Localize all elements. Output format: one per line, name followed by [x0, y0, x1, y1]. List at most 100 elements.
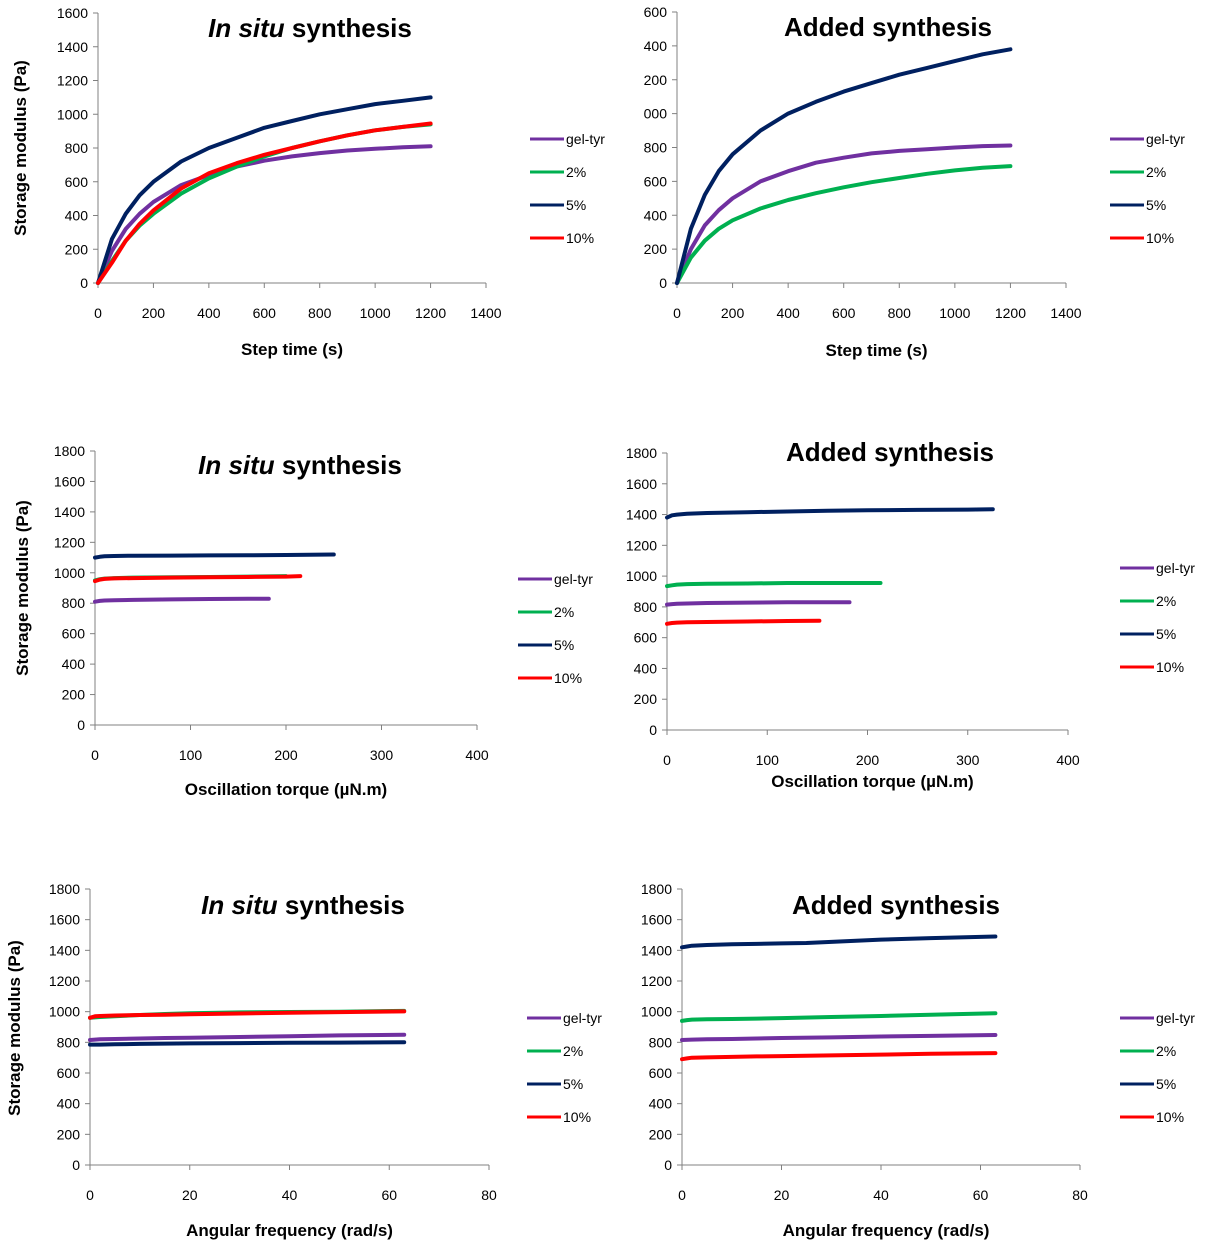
legend-label-5pct: 5%: [566, 197, 586, 213]
x-tick-label: 100: [756, 752, 780, 768]
legend-label-gel-tyr: gel-tyr: [1156, 1010, 1195, 1026]
y-tick-label: 1600: [641, 912, 672, 928]
series-line-gel-tyr: [675, 143, 1013, 285]
x-tick-label: 800: [308, 305, 332, 321]
legend-label-10pct: 10%: [563, 1109, 591, 1125]
y-tick-label: 1200: [54, 534, 85, 550]
series-line-2pct: [665, 581, 883, 589]
series-line-gel-tyr: [93, 596, 271, 604]
y-tick-label: 1000: [641, 1004, 672, 1020]
series-line-2pct: [675, 164, 1013, 285]
chart-panel-3: 0 200 400 600 800 1000 1200 1400 1600 1800 0 100 200…: [626, 437, 1195, 791]
legend-label-5pct: 5%: [554, 637, 574, 653]
x-tick-label: 20: [774, 1187, 790, 1203]
y-tick-label: 600: [649, 1065, 673, 1081]
y-tick-label: 1600: [49, 912, 80, 928]
series-line-10pct: [680, 1051, 998, 1062]
y-tick-label: 1000: [57, 106, 88, 122]
y-tick-label: 800: [65, 140, 89, 156]
x-tick-label: 1000: [939, 305, 970, 321]
y-tick-label: 1000: [626, 568, 657, 584]
y-tick-label: 1200: [641, 973, 672, 989]
y-tick-label: 200: [644, 241, 668, 257]
chart-title: In situ synthesis: [201, 890, 405, 920]
y-tick-label: 600: [644, 4, 668, 20]
x-axis-label: Step time (s): [241, 340, 343, 359]
x-tick-label: 1400: [1050, 305, 1081, 321]
y-tick-label: 1400: [57, 39, 88, 55]
y-tick-label: 1400: [49, 942, 80, 958]
x-tick-label: 400: [776, 305, 800, 321]
x-tick-label: 40: [282, 1187, 298, 1203]
y-tick-label: 1600: [626, 476, 657, 492]
y-tick-label: 400: [644, 207, 668, 223]
y-tick-label: 200: [634, 691, 658, 707]
y-tick-label: 400: [65, 208, 89, 224]
legend-label-10pct: 10%: [566, 230, 594, 246]
chart-title: Added synthesis: [786, 437, 994, 467]
x-tick-label: 200: [856, 752, 880, 768]
y-tick-label: 1000: [49, 1004, 80, 1020]
series-line-5pct: [675, 47, 1013, 285]
y-tick-label: 1600: [54, 473, 85, 489]
x-axis-label: Angular frequency (rad/s): [186, 1221, 393, 1240]
x-tick-label: 1400: [470, 305, 501, 321]
legend-label-10pct: 10%: [1156, 659, 1184, 675]
chart-panel-4: 0 200 400 600 800 1000 1200 1400 1600 1800 0 20 40 60…: [5, 881, 602, 1240]
x-tick-label: 800: [888, 305, 912, 321]
chart-title: In situ synthesis: [198, 450, 402, 480]
y-tick-label: 200: [65, 241, 89, 257]
y-tick-label: 1200: [57, 73, 88, 89]
x-tick-label: 100: [179, 747, 203, 763]
y-tick-label: 1800: [54, 443, 85, 459]
y-tick-label: 1000: [54, 565, 85, 581]
y-tick-label: 200: [644, 72, 668, 88]
y-tick-label: 800: [62, 595, 86, 611]
x-tick-label: 200: [142, 305, 166, 321]
series-line-10pct: [96, 121, 433, 285]
y-tick-label: 400: [62, 656, 86, 672]
x-tick-label: 1200: [415, 305, 446, 321]
legend-label-5pct: 5%: [1156, 1076, 1176, 1092]
series-line-10pct: [93, 574, 303, 584]
y-tick-label: 1400: [626, 507, 657, 523]
x-tick-label: 200: [721, 305, 745, 321]
y-axis-label: Storage modulus (Pa): [11, 60, 30, 236]
x-tick-label: 200: [274, 747, 298, 763]
legend-label-5pct: 5%: [1156, 626, 1176, 642]
series-line-10pct: [665, 618, 822, 626]
y-tick-label: 400: [57, 1096, 81, 1112]
y-tick-label: 0: [664, 1157, 672, 1173]
x-tick-label: 300: [956, 752, 980, 768]
x-axis-label: Step time (s): [825, 341, 927, 360]
y-tick-label: 1800: [626, 445, 657, 461]
y-tick-label: 1600: [57, 5, 88, 21]
x-tick-label: 400: [465, 747, 489, 763]
series-line-5pct: [93, 552, 336, 560]
y-tick-label: 800: [649, 1034, 673, 1050]
legend-label-2pct: 2%: [554, 604, 574, 620]
x-tick-label: 40: [873, 1187, 889, 1203]
legend-label-2pct: 2%: [566, 164, 586, 180]
y-tick-label: 0: [80, 275, 88, 291]
chart-title: Added synthesis: [792, 890, 1000, 920]
legend-label-10pct: 10%: [1146, 230, 1174, 246]
legend-label-gel-tyr: gel-tyr: [554, 571, 593, 587]
y-tick-label: 0: [659, 275, 667, 291]
x-tick-label: 600: [253, 305, 277, 321]
series-line-10pct: [88, 1009, 407, 1020]
x-axis-label: Oscillation torque (µN.m): [771, 772, 973, 791]
x-tick-label: 1200: [995, 305, 1026, 321]
legend-label-10pct: 10%: [554, 670, 582, 686]
x-tick-label: 0: [663, 752, 671, 768]
y-tick-label: 1400: [641, 942, 672, 958]
y-tick-label: 800: [644, 140, 668, 156]
chart-panel-5: 0 200 400 600 800 1000 1200 1400 1600 1800 0 20 40 60…: [641, 881, 1195, 1240]
legend-label-2pct: 2%: [563, 1043, 583, 1059]
x-tick-label: 80: [1072, 1187, 1088, 1203]
legend-label-gel-tyr: gel-tyr: [1146, 131, 1185, 147]
series-line-2pct: [680, 1011, 998, 1023]
y-tick-label: 400: [644, 38, 668, 54]
y-tick-label: 0: [649, 722, 657, 738]
